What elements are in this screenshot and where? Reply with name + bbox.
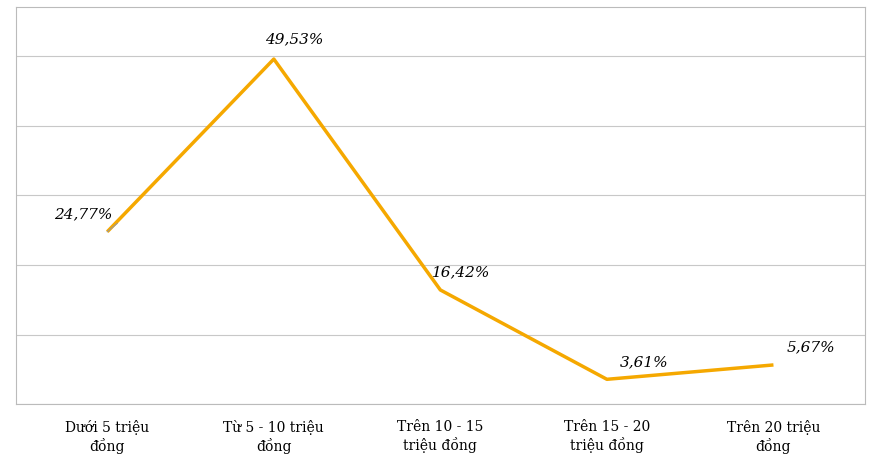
Text: 5,67%: 5,67% <box>787 341 835 355</box>
Text: 16,42%: 16,42% <box>432 266 490 279</box>
Text: 49,53%: 49,53% <box>265 32 324 47</box>
Text: 24,77%: 24,77% <box>54 207 112 221</box>
Text: 3,61%: 3,61% <box>620 355 669 369</box>
